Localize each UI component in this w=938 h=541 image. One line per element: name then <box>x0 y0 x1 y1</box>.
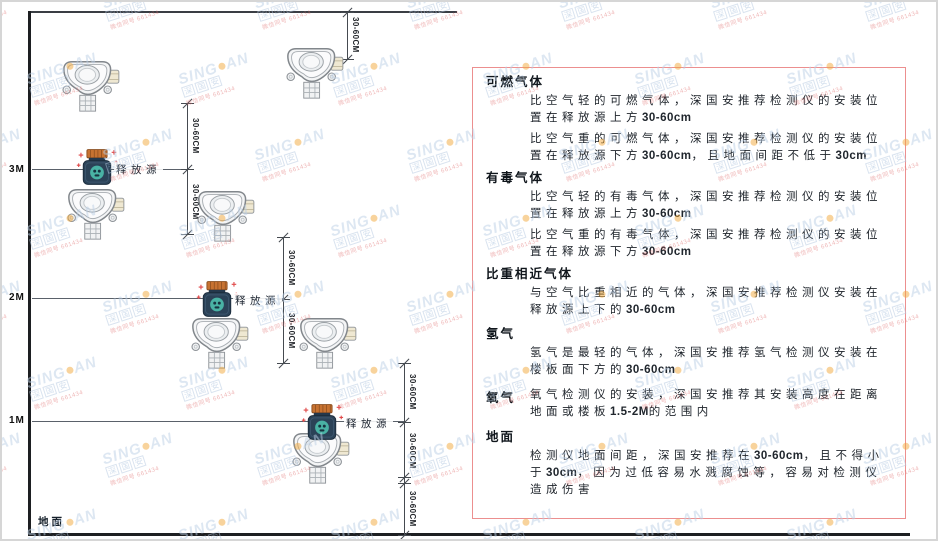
height-label-2m: 2M <box>9 292 25 303</box>
release-source-label: 释放源 <box>114 162 163 177</box>
dimension-tick <box>341 6 354 19</box>
height-label-3m: 3M <box>9 164 25 175</box>
brand-dot-icon <box>141 441 151 451</box>
section-paragraph: 比空气轻的可燃气体，深国安推荐检测仪的安装位置在释放源上方30-60cm <box>530 95 882 124</box>
brand-dot-icon <box>65 365 75 375</box>
dimension-tick <box>181 163 194 176</box>
dimension-label: 30-60CM <box>351 17 360 53</box>
brand-dot-icon <box>369 365 379 375</box>
gas-detector-icon <box>194 189 256 243</box>
section-title: 氢气 <box>486 327 516 341</box>
release-source-icon <box>75 147 119 187</box>
dimension-tick <box>277 293 290 306</box>
dimension-label: 30-60CM <box>191 118 200 154</box>
section-ground: 地面 检测仪地面间距，深国安推荐在30-60cm，且不得小于30cm，因为过低容… <box>486 430 892 499</box>
release-source-label: 释放源 <box>344 416 393 431</box>
gas-detector-icon <box>188 316 250 370</box>
leader-line-2m <box>32 298 283 299</box>
brand-dot-icon <box>445 289 455 299</box>
section-paragraph: 检测仪地面间距，深国安推荐在30-60cm，且不得小于30cm，因为过低容易水溅… <box>530 450 884 496</box>
dimension-line <box>347 12 348 59</box>
dimension-label: 30-60CM <box>287 250 296 286</box>
brand-dot-icon <box>369 213 379 223</box>
dimension-label: 30-60CM <box>287 313 296 349</box>
brand-dot-icon <box>293 137 303 147</box>
brand-dot-icon <box>141 137 151 147</box>
ceiling-line <box>30 11 457 13</box>
brand-dot-icon <box>293 289 303 299</box>
section-combustible-gas: 可燃气体 比空气轻的可燃气体，深国安推荐检测仪的安装位置在释放源上方30-60c… <box>486 75 892 165</box>
dimension-tick <box>398 416 411 429</box>
brand-dot-icon <box>825 517 835 527</box>
wall-line <box>28 11 31 535</box>
section-title: 可燃气体 <box>486 75 545 89</box>
gas-detector-icon <box>296 316 358 370</box>
section-title: 地面 <box>486 430 516 444</box>
ground-line <box>28 533 910 536</box>
section-paragraph: 比空气轻的有毒气体，深国安推荐检测仪的安装位置在释放源上方30-60cm <box>530 191 882 220</box>
brand-dot-icon <box>673 517 683 527</box>
info-panel: 可燃气体 比空气轻的可燃气体，深国安推荐检测仪的安装位置在释放源上方30-60c… <box>472 67 906 519</box>
brand-dot-icon <box>369 517 379 527</box>
gas-detector-icon <box>59 59 121 113</box>
dimension-tick <box>277 357 290 370</box>
section-paragraph: 比空气重的有毒气体，深国安推荐检测仪的安装位置在释放源下方30-60cm <box>530 229 882 258</box>
section-paragraph: 与空气比重相近的气体，深国安推荐检测仪安装在释放源上下的30-60cm <box>530 287 882 316</box>
brand-dot-icon <box>217 61 227 71</box>
section-title: 氧气 <box>486 391 516 405</box>
dimension-label: 30-60CM <box>408 491 417 527</box>
dimension-line <box>404 363 405 535</box>
section-similar-density-gas: 比重相近气体 与空气比重相近的气体，深国安推荐检测仪安装在释放源上下的30-60… <box>486 267 892 319</box>
gas-detector-icon <box>64 187 126 241</box>
dimension-tick <box>277 231 290 244</box>
release-source-label: 释放源 <box>233 293 282 308</box>
section-toxic-gas: 有毒气体 比空气轻的有毒气体，深国安推荐检测仪的安装位置在释放源上方30-60c… <box>486 171 892 261</box>
dimension-tick <box>181 97 194 110</box>
brand-dot-icon <box>445 137 455 147</box>
ground-label: 地面 <box>38 516 65 528</box>
section-paragraph: 氢气是最轻的气体，深国安推荐氢气检测仪安装在楼板面下方的30-60cm <box>530 347 882 376</box>
section-hydrogen: 氢气 氢气是最轻的气体，深国安推荐氢气检测仪安装在楼板面下方的30-60cm <box>486 327 892 379</box>
section-paragraph: 氧气检测仪的安装，深国安推荐其安装高度在距离地面或楼板1.5-2M的范围内 <box>530 389 882 418</box>
gas-detector-icon <box>283 46 345 100</box>
dimension-tick <box>398 529 411 539</box>
brand-dot-icon <box>217 517 227 527</box>
section-title: 比重相近气体 <box>486 267 574 281</box>
dimension-label: 30-60CM <box>408 433 417 469</box>
dimension-tick <box>398 477 411 490</box>
section-title: 有毒气体 <box>486 171 545 185</box>
brand-dot-icon <box>369 61 379 71</box>
release-source-icon <box>300 402 344 442</box>
section-paragraph: 比空气重的可燃气体，深国安推荐检测仪的安装位置在释放源下方30-60cm，且地面… <box>530 133 882 162</box>
brand-dot-icon <box>445 441 455 451</box>
section-oxygen: 氧气 氧气检测仪的安装，深国安推荐其安装高度在距离地面或楼板1.5-2M的范围内 <box>486 387 892 421</box>
dimension-tick <box>398 357 411 370</box>
leader-line-1m <box>32 421 404 422</box>
dimension-tick <box>181 228 194 241</box>
brand-dot-icon <box>521 517 531 527</box>
brand-dot-icon <box>65 517 75 527</box>
dimension-tick <box>341 53 354 66</box>
height-label-1m: 1M <box>9 415 25 426</box>
dimension-label: 30-60CM <box>408 374 417 410</box>
